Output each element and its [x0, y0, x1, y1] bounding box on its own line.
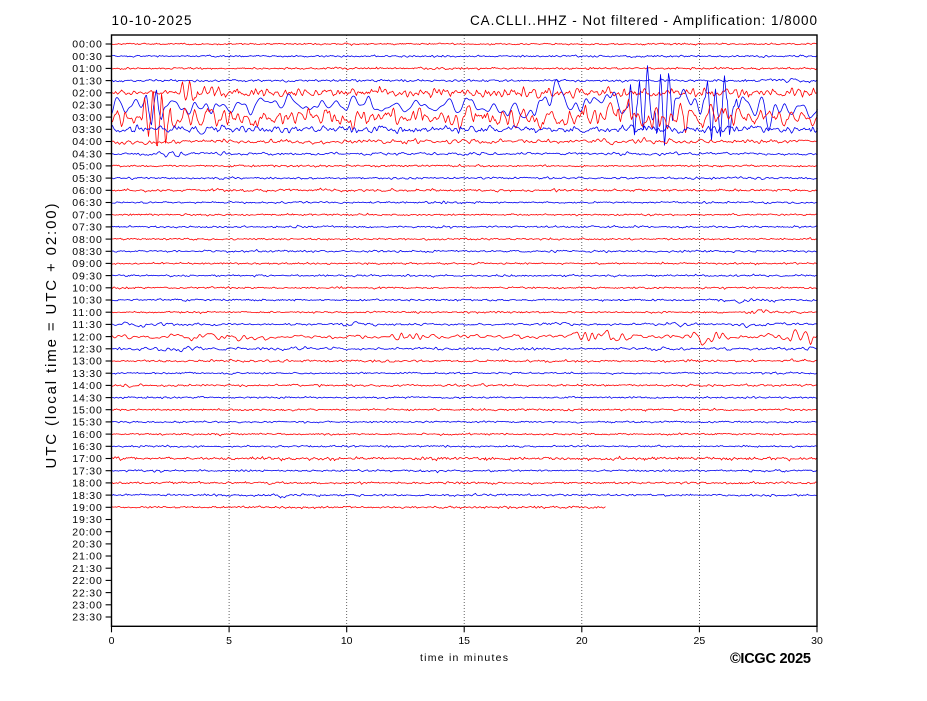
svg-text:08:30: 08:30 — [72, 246, 102, 258]
svg-text:23:00: 23:00 — [72, 600, 102, 612]
svg-text:time in minutes: time in minutes — [420, 652, 508, 664]
svg-text:01:00: 01:00 — [72, 63, 102, 75]
svg-text:09:00: 09:00 — [72, 258, 102, 270]
svg-text:14:00: 14:00 — [72, 380, 102, 392]
svg-text:17:00: 17:00 — [72, 453, 102, 465]
svg-text:04:30: 04:30 — [72, 148, 102, 160]
svg-text:23:30: 23:30 — [72, 612, 102, 624]
svg-text:10:30: 10:30 — [72, 295, 102, 307]
svg-text:03:00: 03:00 — [72, 112, 102, 124]
svg-text:15:30: 15:30 — [72, 417, 102, 429]
svg-text:12:30: 12:30 — [72, 344, 102, 356]
svg-text:0: 0 — [109, 635, 115, 647]
svg-text:13:30: 13:30 — [72, 368, 102, 380]
svg-text:12:00: 12:00 — [72, 331, 102, 343]
svg-text:05:30: 05:30 — [72, 173, 102, 185]
svg-text:22:00: 22:00 — [72, 575, 102, 587]
svg-text:30: 30 — [811, 635, 823, 647]
svg-text:00:00: 00:00 — [72, 39, 102, 51]
svg-text:15: 15 — [458, 635, 470, 647]
svg-text:10:00: 10:00 — [72, 283, 102, 295]
svg-text:20:30: 20:30 — [72, 539, 102, 551]
svg-text:06:30: 06:30 — [72, 197, 102, 209]
svg-text:07:00: 07:00 — [72, 209, 102, 221]
svg-text:CA.CLLI..HHZ - Not filtered -: CA.CLLI..HHZ - Not filtered - Amplificat… — [470, 13, 817, 28]
svg-text:13:00: 13:00 — [72, 356, 102, 368]
svg-text:17:30: 17:30 — [72, 465, 102, 477]
svg-text:06:00: 06:00 — [72, 185, 102, 197]
svg-text:18:30: 18:30 — [72, 490, 102, 502]
svg-text:15:00: 15:00 — [72, 404, 102, 416]
svg-text:5: 5 — [226, 635, 232, 647]
svg-text:20: 20 — [576, 635, 588, 647]
svg-text:10: 10 — [341, 635, 353, 647]
svg-text:02:00: 02:00 — [72, 88, 102, 100]
svg-text:00:30: 00:30 — [72, 51, 102, 63]
svg-text:02:30: 02:30 — [72, 100, 102, 112]
svg-text:25: 25 — [694, 635, 706, 647]
svg-text:19:30: 19:30 — [72, 514, 102, 526]
svg-text:11:00: 11:00 — [72, 307, 102, 319]
svg-text:19:00: 19:00 — [72, 502, 102, 514]
svg-text:©ICGC 2025: ©ICGC 2025 — [730, 651, 811, 667]
svg-text:08:00: 08:00 — [72, 234, 102, 246]
svg-text:UTC (local time = UTC + 02:00): UTC (local time = UTC + 02:00) — [43, 204, 60, 469]
svg-text:21:30: 21:30 — [72, 563, 102, 575]
svg-text:04:00: 04:00 — [72, 136, 102, 148]
svg-text:05:00: 05:00 — [72, 161, 102, 173]
svg-text:22:30: 22:30 — [72, 587, 102, 599]
svg-text:21:00: 21:00 — [72, 551, 102, 563]
svg-text:14:30: 14:30 — [72, 392, 102, 404]
svg-text:01:30: 01:30 — [72, 75, 102, 87]
svg-text:20:00: 20:00 — [72, 526, 102, 538]
svg-text:18:00: 18:00 — [72, 478, 102, 490]
svg-text:11:30: 11:30 — [72, 319, 102, 331]
svg-text:10-10-2025: 10-10-2025 — [112, 13, 192, 28]
svg-text:09:30: 09:30 — [72, 270, 102, 282]
svg-text:07:30: 07:30 — [72, 222, 102, 234]
svg-text:16:30: 16:30 — [72, 441, 102, 453]
svg-text:03:30: 03:30 — [72, 124, 102, 136]
svg-text:16:00: 16:00 — [72, 429, 102, 441]
